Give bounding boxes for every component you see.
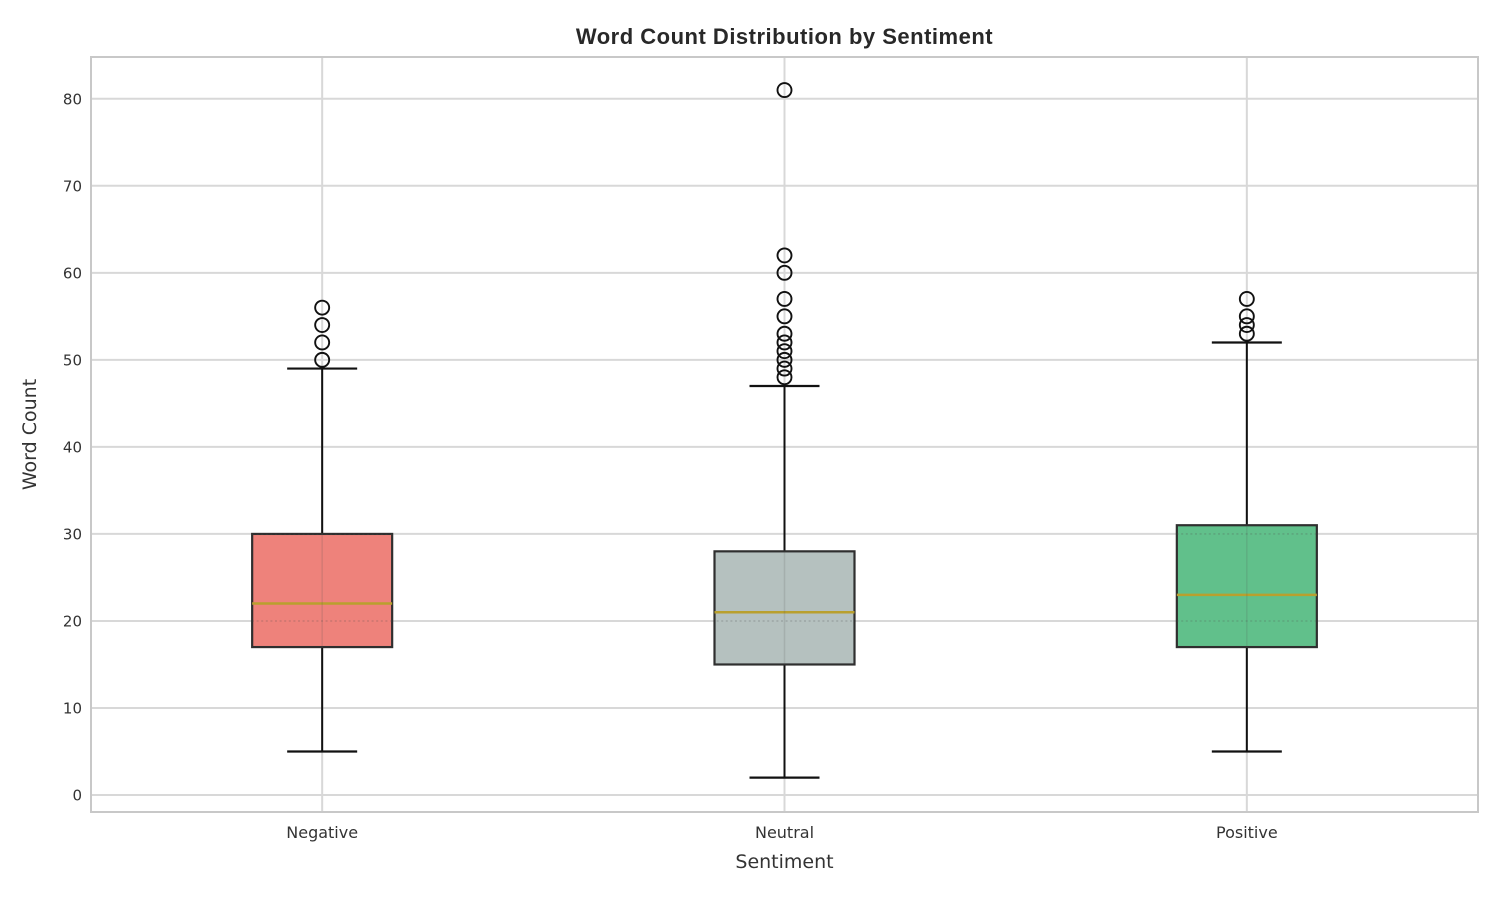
y-tick-label: 10 [63, 699, 82, 717]
outlier-point [776, 247, 793, 264]
chart-title: Word Count Distribution by Sentiment [576, 24, 993, 49]
outlier-point [776, 369, 793, 386]
outlier-point [776, 360, 793, 377]
axis-layer: 0 10 20 30 40 50 60 70 80 Negative Neutral Positive [63, 56, 1479, 842]
y-tick-label: 60 [63, 264, 82, 282]
grid-overlay-layer [252, 525, 1317, 665]
outlier-point [776, 351, 793, 368]
x-axis-label: Sentiment [735, 851, 833, 873]
y-tick-label: 20 [63, 612, 82, 630]
outlier-point [1238, 308, 1255, 325]
iqr-box [251, 532, 394, 649]
x-tick-label: Neutral [755, 823, 814, 842]
outlier-point [776, 308, 793, 325]
outlier-point [314, 317, 331, 334]
y-tick-label: 80 [63, 90, 82, 108]
outlier-point [776, 82, 793, 99]
iqr-box [1175, 524, 1318, 649]
box-group-neutral [713, 82, 856, 779]
grid-through-boxes [252, 525, 1317, 665]
box-group-negative [251, 299, 394, 753]
iqr-box [713, 550, 856, 666]
outlier-point [314, 351, 331, 368]
plot-border [90, 56, 1479, 813]
y-tick-label: 50 [63, 351, 82, 369]
outlier-point [314, 299, 331, 316]
outlier-point [1238, 325, 1255, 342]
y-axis-label: Word Count [19, 379, 41, 490]
outlier-point [776, 264, 793, 281]
outlier-point [776, 343, 793, 360]
y-tick-label: 0 [72, 787, 82, 805]
outlier-point [1238, 317, 1255, 334]
box-layer [251, 82, 1318, 779]
box-group-positive [1175, 290, 1318, 753]
y-tick-label: 70 [63, 177, 82, 195]
outlier-point [314, 334, 331, 351]
outlier-point [776, 325, 793, 342]
x-tick-label: Positive [1216, 823, 1278, 842]
outlier-point [776, 334, 793, 351]
outlier-point [776, 290, 793, 307]
y-tick-label: 40 [63, 438, 82, 456]
x-tick-label: Negative [286, 823, 358, 842]
outlier-point [1238, 290, 1255, 307]
y-tick-label: 30 [63, 525, 82, 543]
